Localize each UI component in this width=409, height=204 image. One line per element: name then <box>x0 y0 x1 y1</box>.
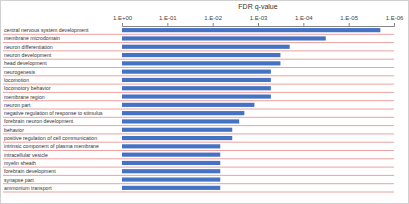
chart: central nervous system development membra… <box>0 0 409 204</box>
category-label: forebrain neuron development <box>4 118 74 124</box>
category-label: membrane region <box>4 94 45 100</box>
bar <box>122 111 244 115</box>
category-label: locomotory behavior <box>4 85 51 91</box>
bar <box>122 45 290 49</box>
row-separator <box>3 167 394 168</box>
category-label: ammonium transport <box>4 185 52 191</box>
row-separator <box>3 84 394 85</box>
bar <box>122 53 280 57</box>
bar <box>122 144 220 148</box>
x-tick-label: 1.E-02 <box>204 15 222 21</box>
row-separator <box>3 67 394 68</box>
row-separators <box>3 34 394 192</box>
row-separator <box>3 34 394 35</box>
category-label: neuron development <box>4 52 52 58</box>
category-label: locomotion <box>4 77 29 83</box>
x-tick: 1.E+00 <box>113 15 133 26</box>
category-label: neuron differentiation <box>4 44 53 50</box>
x-tick-mark <box>349 23 350 26</box>
category-label: forebrain development <box>4 168 56 174</box>
bar <box>122 128 232 132</box>
x-tick-mark <box>303 23 304 26</box>
category-label: head development <box>4 60 47 66</box>
x-axis-line <box>123 23 395 27</box>
bar <box>122 94 271 98</box>
bar <box>122 61 280 65</box>
bar <box>122 78 271 82</box>
bar <box>122 153 220 157</box>
x-axis: 1.E+00 1.E-01 1.E-02 1.E-03 1.E-04 1.E-05 1.E-… <box>113 15 404 27</box>
x-tick-mark <box>122 23 123 26</box>
x-tick: 1.E-06 <box>386 15 404 26</box>
row-separator <box>3 183 394 184</box>
x-tick-label: 1.E-04 <box>295 15 313 21</box>
category-label: positive regulation of cell communicatio… <box>4 135 97 141</box>
category-label: membrane microdomain <box>4 35 60 41</box>
x-tick-label: 1.E-01 <box>159 15 177 21</box>
row-separator <box>3 42 394 43</box>
bar <box>122 161 220 165</box>
category-label: neuron part <box>4 102 31 108</box>
category-label: synapse part <box>4 177 34 183</box>
bar <box>122 86 271 90</box>
bar <box>122 186 220 190</box>
x-tick-mark <box>167 23 168 26</box>
category-label: behavior <box>4 127 24 133</box>
category-label: intracellular vesicle <box>4 152 48 158</box>
row-separator <box>3 50 394 51</box>
bar <box>122 119 239 123</box>
x-tick-label: 1.E-06 <box>386 15 404 21</box>
bar <box>122 169 220 173</box>
row-separator <box>3 158 394 159</box>
chart-frame <box>1 1 409 204</box>
category-label: neurogenesis <box>4 69 36 75</box>
x-axis-title: FDR q-value <box>238 3 277 11</box>
bar <box>122 103 254 107</box>
row-separator <box>3 150 394 151</box>
category-labels: central nervous system development membra… <box>4 27 103 191</box>
category-label: central nervous system development <box>4 27 89 33</box>
row-separator <box>3 125 394 126</box>
x-tick-label: 1.E-03 <box>250 15 268 21</box>
x-tick-label: 1.E+00 <box>113 15 133 21</box>
row-separator <box>3 75 394 76</box>
x-tick-mark <box>258 23 259 26</box>
category-label: negative regulation of response to stimu… <box>4 110 103 116</box>
bar <box>122 177 220 181</box>
x-tick: 1.E-02 <box>204 15 222 26</box>
x-tick: 1.E-04 <box>295 15 313 26</box>
bar <box>122 70 271 74</box>
x-tick-label: 1.E-05 <box>340 15 358 21</box>
x-tick-mark <box>394 23 395 26</box>
x-tick: 1.E-03 <box>250 15 268 26</box>
bar <box>122 136 232 140</box>
bars <box>122 28 380 190</box>
category-label: intrinsic component of plasma membrane <box>4 143 99 149</box>
row-separator <box>3 92 394 93</box>
x-tick: 1.E-01 <box>159 15 177 26</box>
row-separator <box>3 192 394 193</box>
row-separator <box>3 100 394 101</box>
row-separator <box>3 175 394 176</box>
row-separator <box>3 59 394 60</box>
x-tick-mark <box>213 23 214 26</box>
x-tick: 1.E-05 <box>340 15 358 26</box>
bar <box>122 28 380 32</box>
bar <box>122 36 326 40</box>
category-label: myelin sheath <box>4 160 36 166</box>
